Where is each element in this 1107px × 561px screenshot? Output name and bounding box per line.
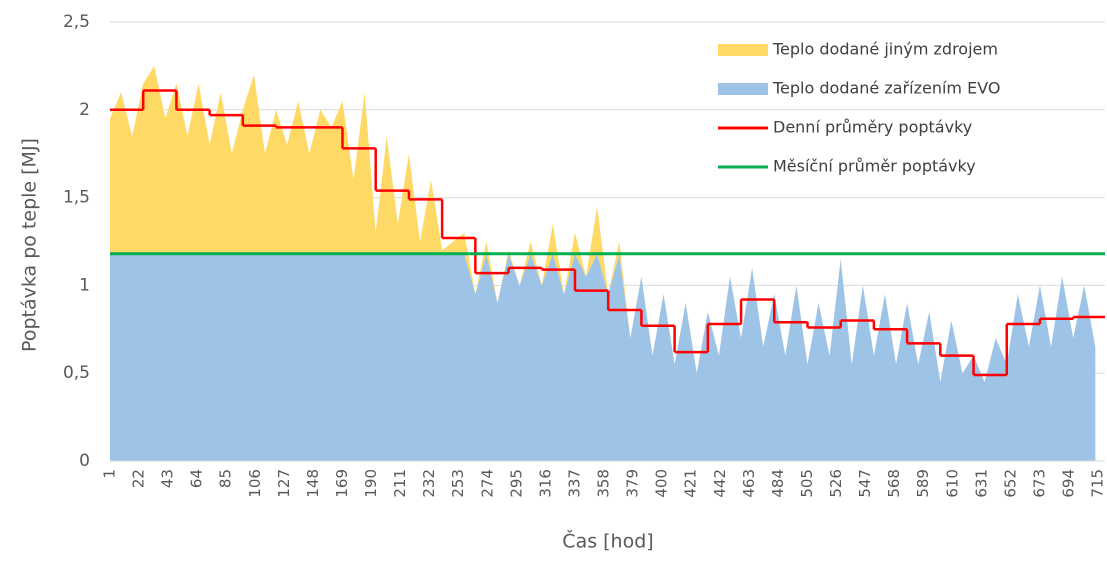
lines <box>110 89 1105 377</box>
area <box>110 65 1096 382</box>
x-tick-label: 694 <box>1060 469 1078 498</box>
x-axis-label: Čas [hod] <box>562 529 653 553</box>
x-tick-label: 505 <box>798 469 816 498</box>
x-tick-label: 85 <box>217 469 235 488</box>
x-tick-label: 673 <box>1030 469 1048 498</box>
x-tick-label: 148 <box>304 469 322 498</box>
x-tick-label: 547 <box>856 469 874 498</box>
legend-swatch <box>718 83 768 95</box>
x-tick-label: 22 <box>130 469 148 488</box>
legend-label: Teplo dodané zařízením EVO <box>772 79 1000 98</box>
x-tick-label: 610 <box>943 469 961 498</box>
x-tick-label: 379 <box>624 469 642 498</box>
x-tick-label: 190 <box>362 469 380 498</box>
areas <box>110 65 1096 461</box>
x-tick-label: 652 <box>1001 469 1019 498</box>
legend-label: Teplo dodané jiným zdrojem <box>772 40 998 59</box>
x-tick-label: 274 <box>478 469 496 498</box>
y-axis-label: Poptávka po teple [MJ] <box>19 138 41 352</box>
y-tick-label: 1,5 <box>63 188 90 208</box>
x-tick-label: 337 <box>565 469 583 498</box>
x-tick-label: 316 <box>536 469 554 498</box>
x-tick-label: 631 <box>972 469 990 498</box>
x-tick-label: 127 <box>275 469 293 498</box>
y-tick-label: 2 <box>79 100 90 120</box>
x-tick-label: 169 <box>333 469 351 498</box>
x-tick-label: 421 <box>682 469 700 498</box>
x-tick-label: 253 <box>449 469 467 498</box>
x-tick-label: 526 <box>827 469 845 498</box>
y-tick-label: 0,5 <box>63 363 90 383</box>
x-tick-label: 43 <box>159 469 177 488</box>
x-tick-label: 589 <box>914 469 932 498</box>
x-tick-label: 442 <box>711 469 729 498</box>
x-tick-label: 232 <box>420 469 438 498</box>
area <box>110 253 1096 461</box>
x-tick-label: 211 <box>391 469 409 498</box>
x-tick-label: 64 <box>188 469 206 488</box>
y-tick-label: 0 <box>79 451 90 471</box>
y-tick-label: 1 <box>79 275 90 295</box>
x-tick-label: 1 <box>101 469 119 479</box>
x-tick-label: 463 <box>740 469 758 498</box>
legend-label: Měsíční průměr poptávky <box>773 157 976 176</box>
x-tick-label: 568 <box>885 469 903 498</box>
x-tick-label: 106 <box>246 469 264 498</box>
legend-label: Denní průměry poptávky <box>773 118 972 137</box>
legend-swatch <box>718 44 768 56</box>
x-tick-label: 400 <box>653 469 671 498</box>
x-tick-label: 358 <box>595 469 613 498</box>
x-tick-label: 484 <box>769 469 787 498</box>
x-tick-label: 715 <box>1089 469 1107 498</box>
y-tick-label: 2,5 <box>63 12 90 32</box>
x-tick-label: 295 <box>507 469 525 498</box>
